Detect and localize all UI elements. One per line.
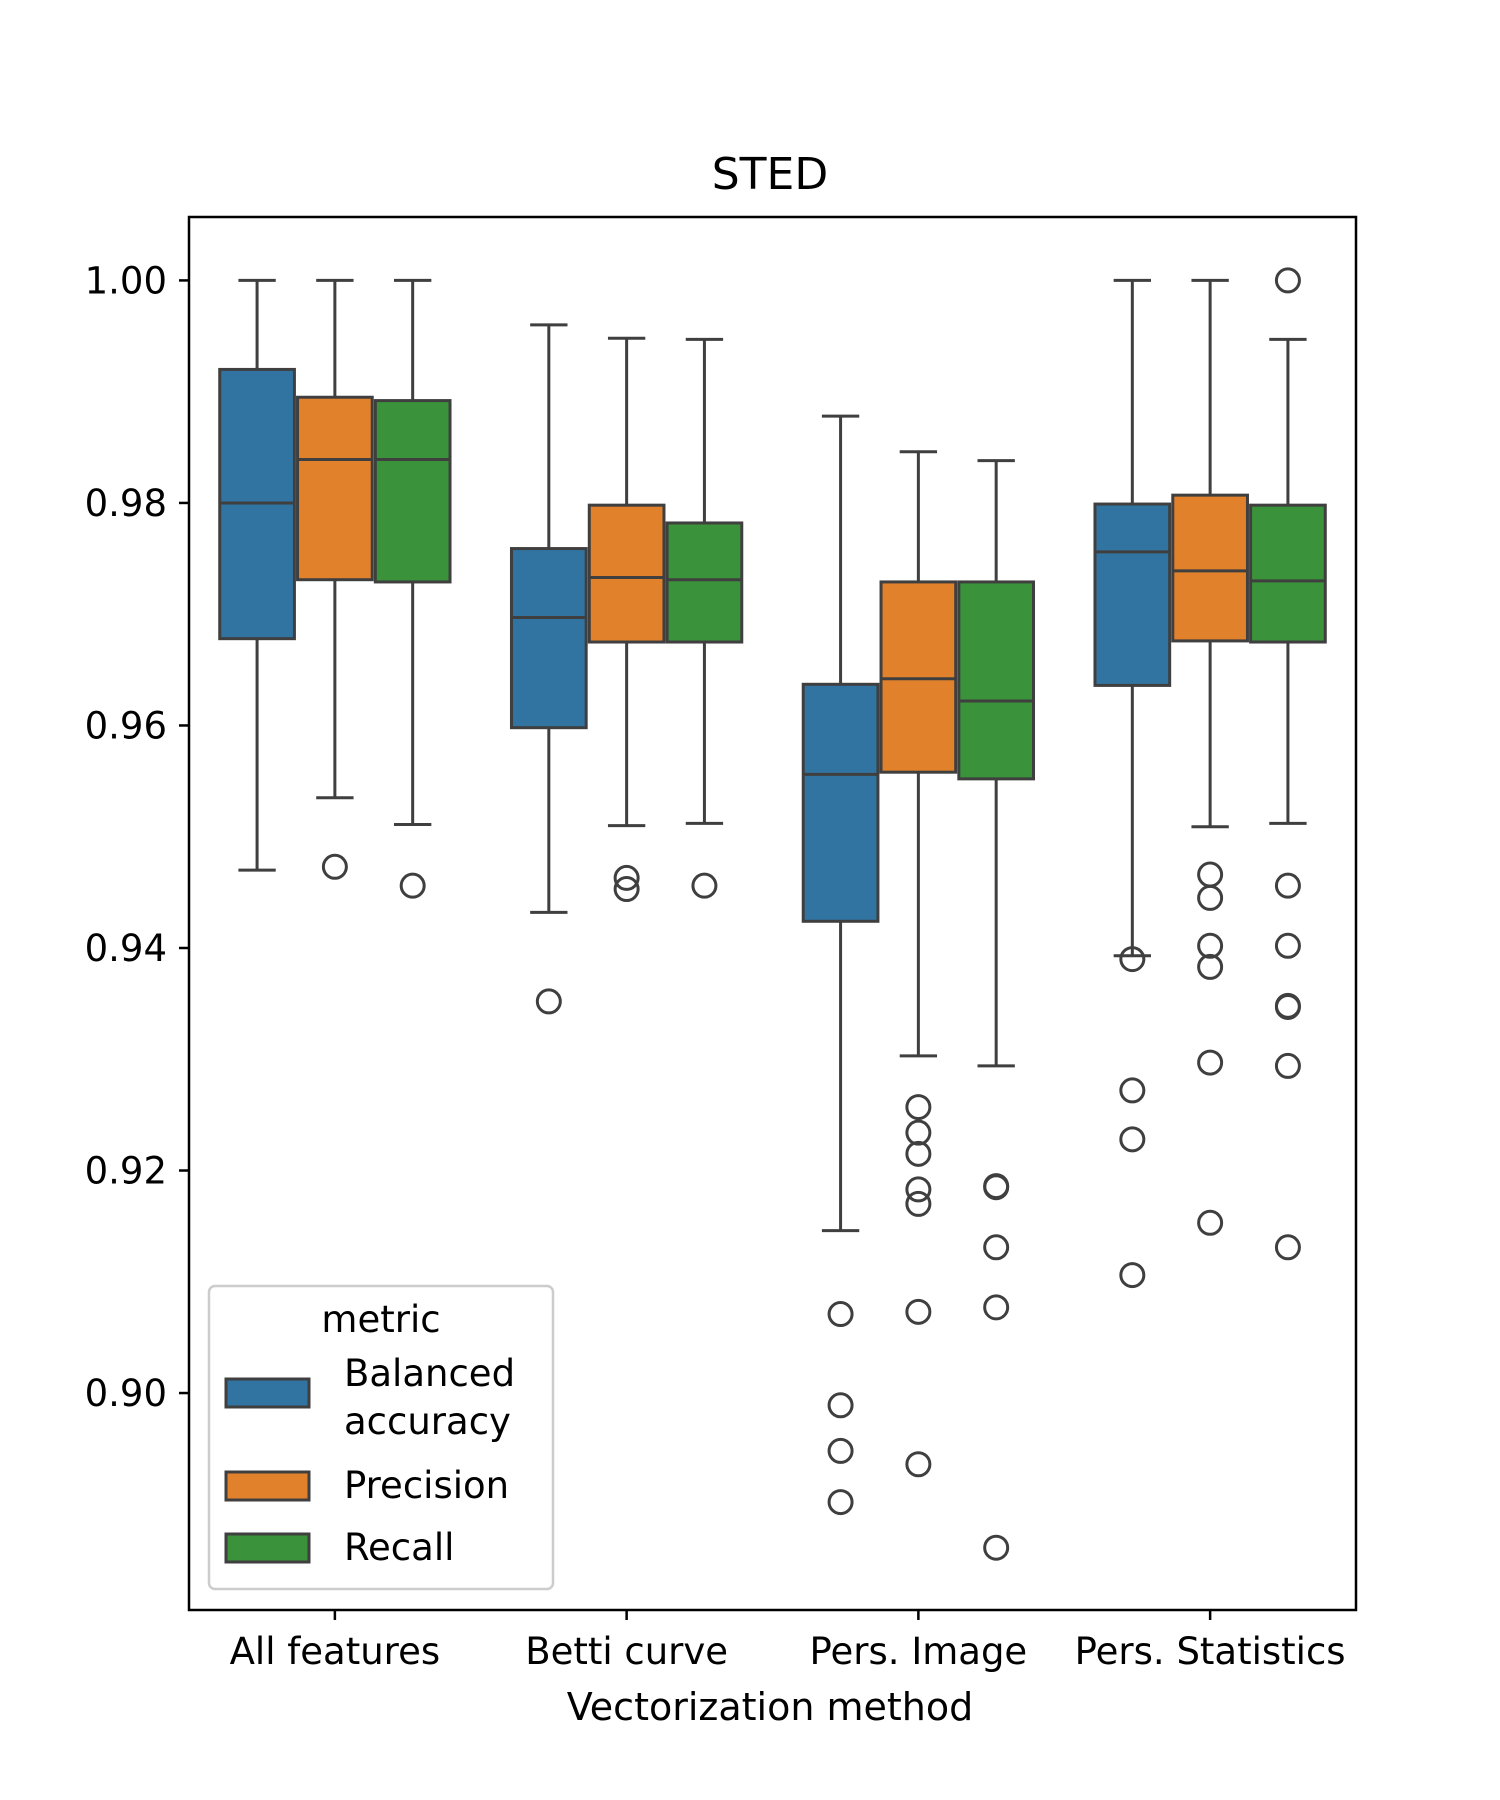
box-body xyxy=(1249,503,1327,644)
box-body xyxy=(587,503,666,644)
x-tick-label: All features xyxy=(230,1630,441,1673)
legend: metric Balanced accuracy Precision Recall xyxy=(207,1284,555,1591)
box-balanced-accuracy-0 xyxy=(218,278,296,872)
y-tick-label: 0.92 xyxy=(85,1150,167,1193)
box-body xyxy=(957,580,1036,781)
outlier-point xyxy=(1274,993,1301,1020)
x-axis-label: Vectorization method xyxy=(567,1685,974,1729)
outlier-point xyxy=(1119,946,1146,973)
outlier-point xyxy=(1274,932,1301,959)
outlier-point xyxy=(905,1298,932,1325)
outlier-point xyxy=(1274,1052,1301,1079)
y-tick-label: 0.94 xyxy=(85,927,167,970)
outlier-point xyxy=(905,1140,932,1167)
x-tick-label: Pers. Statistics xyxy=(1075,1630,1346,1673)
box-recall-2 xyxy=(957,459,1036,1561)
outlier-point xyxy=(1197,861,1224,888)
outlier-point xyxy=(1119,1262,1146,1289)
outlier-point xyxy=(905,1451,932,1478)
box-recall-1 xyxy=(665,337,744,899)
outlier-point xyxy=(827,1392,854,1419)
box-recall-0 xyxy=(373,278,452,899)
box-body xyxy=(879,580,958,774)
outlier-point xyxy=(691,872,718,899)
box-body xyxy=(801,682,880,923)
box-balanced-accuracy-1 xyxy=(509,323,588,1015)
legend-swatch xyxy=(224,1377,311,1409)
box-body xyxy=(296,395,374,582)
outlier-point xyxy=(983,1234,1010,1261)
outlier-point xyxy=(905,1094,932,1121)
box-body xyxy=(373,399,452,584)
box-precision-3 xyxy=(1171,278,1249,1236)
box-body xyxy=(1171,493,1249,643)
outlier-point xyxy=(827,1437,854,1464)
box-balanced-accuracy-3 xyxy=(1093,278,1172,1289)
outlier-point xyxy=(535,988,562,1015)
outlier-point xyxy=(321,853,348,880)
legend-label: Recall xyxy=(344,1526,454,1569)
legend-label: Balanced xyxy=(344,1352,515,1395)
outlier-point xyxy=(1274,872,1301,899)
legend-swatch xyxy=(224,1470,311,1502)
outlier-point xyxy=(1274,1234,1301,1261)
outlier-point xyxy=(1119,1126,1146,1153)
outlier-point xyxy=(1197,1209,1224,1236)
chart-title: STED xyxy=(712,149,829,200)
legend-label: accuracy xyxy=(344,1400,511,1443)
outlier-point xyxy=(983,1294,1010,1321)
legend-swatch xyxy=(224,1532,311,1564)
outlier-point xyxy=(983,1534,1010,1561)
y-tick-label: 0.96 xyxy=(85,704,167,747)
plot-frame xyxy=(187,215,1358,1612)
box-body xyxy=(509,547,588,730)
x-tick-label: Pers. Image xyxy=(810,1630,1028,1673)
y-tick-label: 0.90 xyxy=(85,1372,167,1415)
legend-frame xyxy=(207,1284,555,1591)
legend-label: Precision xyxy=(344,1464,509,1507)
outlier-point xyxy=(827,1301,854,1328)
outlier-point xyxy=(613,864,640,891)
outlier-point xyxy=(905,1190,932,1217)
outlier-point xyxy=(905,1176,932,1203)
y-tick-label: 0.98 xyxy=(85,482,167,525)
outlier-point xyxy=(399,872,426,899)
outlier-point xyxy=(613,876,640,903)
box-precision-0 xyxy=(296,278,374,880)
legend-title: metric xyxy=(321,1298,440,1341)
box-precision-1 xyxy=(587,336,666,903)
outlier-point xyxy=(1197,932,1224,959)
outlier-point xyxy=(1274,267,1301,294)
outlier-point xyxy=(1197,953,1224,980)
outlier-point xyxy=(1197,884,1224,911)
y-tick-label: 1.00 xyxy=(85,259,167,302)
box-recall-3 xyxy=(1249,267,1327,1261)
box-body xyxy=(665,521,744,644)
box-body xyxy=(1093,502,1172,687)
outlier-point xyxy=(1119,1077,1146,1104)
box-balanced-accuracy-2 xyxy=(801,414,880,1516)
box-precision-2 xyxy=(879,450,958,1478)
outlier-point xyxy=(905,1119,932,1146)
x-tick-label: Betti curve xyxy=(525,1630,728,1673)
outlier-point xyxy=(1197,1049,1224,1076)
outlier-point xyxy=(827,1489,854,1516)
outlier-point xyxy=(983,1174,1010,1201)
plot-area xyxy=(218,267,1327,1561)
axes: 0.90 0.92 0.94 0.96 0.98 1.00 All features Bett… xyxy=(85,215,1358,1673)
